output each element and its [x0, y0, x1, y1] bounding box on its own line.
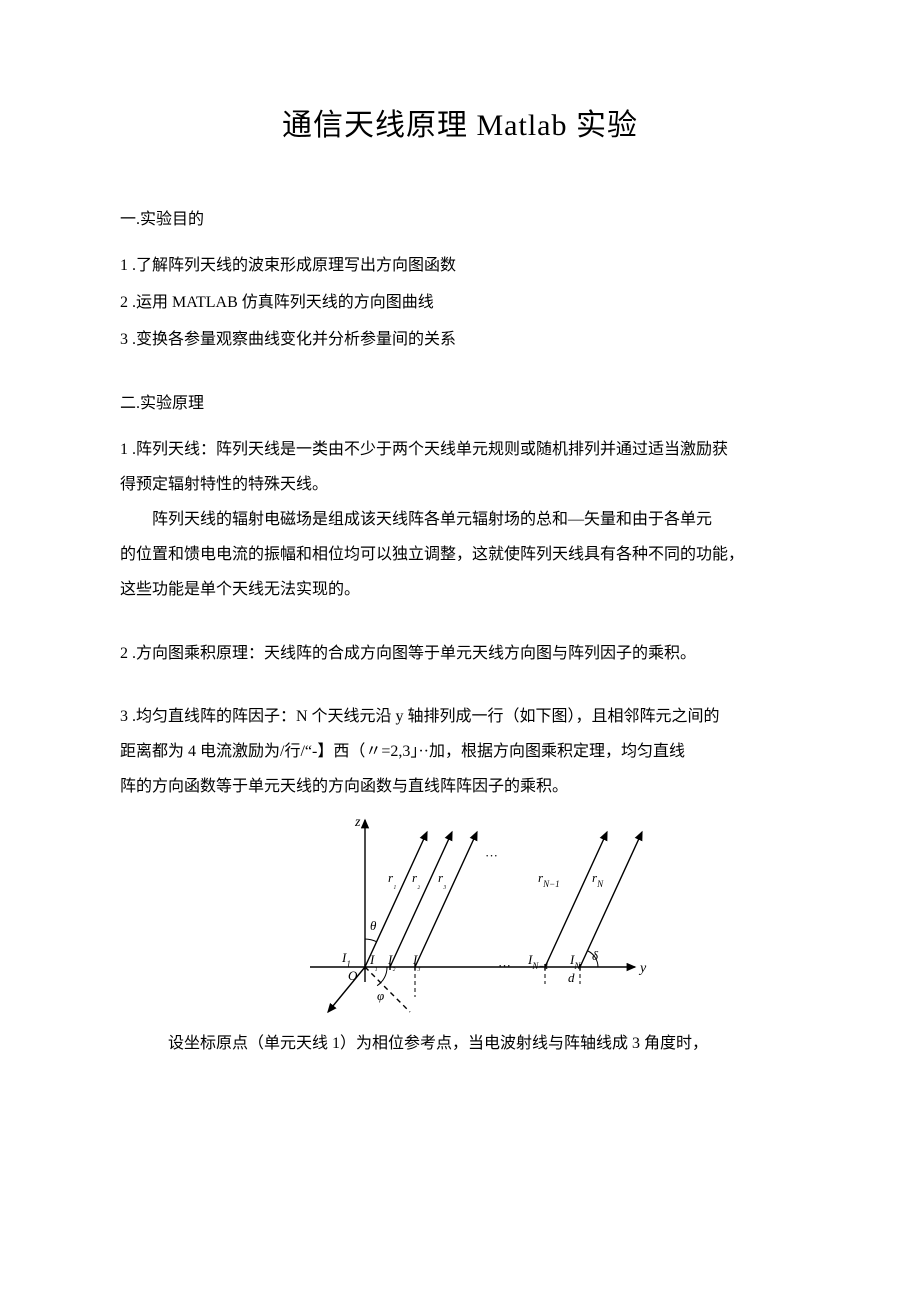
section-1-heading: 一.实验目的	[120, 204, 800, 236]
svg-text:r₂: r₂	[412, 870, 420, 889]
svg-text:O: O	[348, 968, 358, 983]
sec2-item3-a: 3 .均匀直线阵的阵因子：N 个天线元沿 y 轴排列成一行（如下图），且相邻阵元…	[120, 699, 800, 734]
diagram-caption: 设坐标原点（单元天线 1）为相位参考点，当电波射线与阵轴线成 3 角度时，	[120, 1026, 800, 1061]
title-latin: Matlab	[477, 109, 568, 142]
svg-text:rN: rN	[592, 870, 604, 889]
sec2-item3-c: 阵的方向函数等于单元天线的方向函数与直线阵阵因子的乘积。	[120, 769, 800, 804]
svg-text:z: z	[354, 815, 361, 830]
svg-text:r₃: r₃	[438, 870, 446, 889]
sec2-item1-line-b: 得预定辐射特性的特殊天线。	[120, 467, 800, 502]
svg-text:y: y	[638, 961, 647, 976]
sec2-para1-a: 阵列天线的辐射电磁场是组成该天线阵各单元辐射场的总和—矢量和由于各单元	[120, 502, 800, 537]
array-diagram: y z Oθ φ r₁ I₁ r₂ I₂ r₃ I₃ rN−1 IN−1 rN IN I1 d δ ··· ···	[120, 812, 800, 1022]
title-post: 实验	[576, 109, 638, 142]
svg-text:φ: φ	[377, 988, 384, 1003]
sec2-item1-line-a: 1 .阵列天线：阵列天线是一类由不少于两个天线单元规则或随机排列并通过适当激励获	[120, 432, 800, 467]
svg-text:IN: IN	[569, 952, 581, 971]
sec1-item-3: 3 .变换各参量观察曲线变化并分析参量间的关系	[120, 322, 800, 357]
page-title: 通信天线原理 Matlab 实验	[120, 100, 800, 144]
svg-text:I₁: I₁	[369, 952, 377, 971]
sec1-item-1: 1 .了解阵列天线的波束形成原理写出方向图函数	[120, 248, 800, 283]
sec2-item2: 2 .方向图乘积原理：天线阵的合成方向图等于单元天线方向图与阵列因子的乘积。	[120, 636, 800, 671]
section-2-heading: 二.实验原理	[120, 388, 800, 420]
svg-text:···: ···	[498, 958, 511, 973]
sec1-item-2: 2 .运用 MATLAB 仿真阵列天线的方向图曲线	[120, 285, 800, 320]
svg-text:r₁: r₁	[388, 870, 396, 889]
svg-text:δ: δ	[592, 948, 599, 963]
svg-text:I₂: I₂	[387, 952, 395, 971]
svg-text:d: d	[568, 970, 575, 985]
sec2-para1-b: 的位置和馈电电流的振幅和相位均可以独立调整，这就使阵列天线具有各种不同的功能，	[120, 537, 800, 572]
svg-text:···: ···	[485, 848, 498, 863]
svg-text:rN−1: rN−1	[538, 870, 560, 889]
svg-text:IN−1: IN−1	[527, 952, 549, 971]
title-pre: 通信天线原理	[282, 109, 468, 142]
svg-text:θ: θ	[370, 918, 377, 933]
sec2-para1-c: 这些功能是单个天线无法实现的。	[120, 572, 800, 607]
svg-text:I₃: I₃	[412, 952, 420, 971]
sec2-item3-b: 距离都为 4 电流激励为/行/“-】西（〃=2,3」··加，根据方向图乘积定理，…	[120, 734, 800, 769]
svg-text:I1: I1	[341, 950, 351, 969]
